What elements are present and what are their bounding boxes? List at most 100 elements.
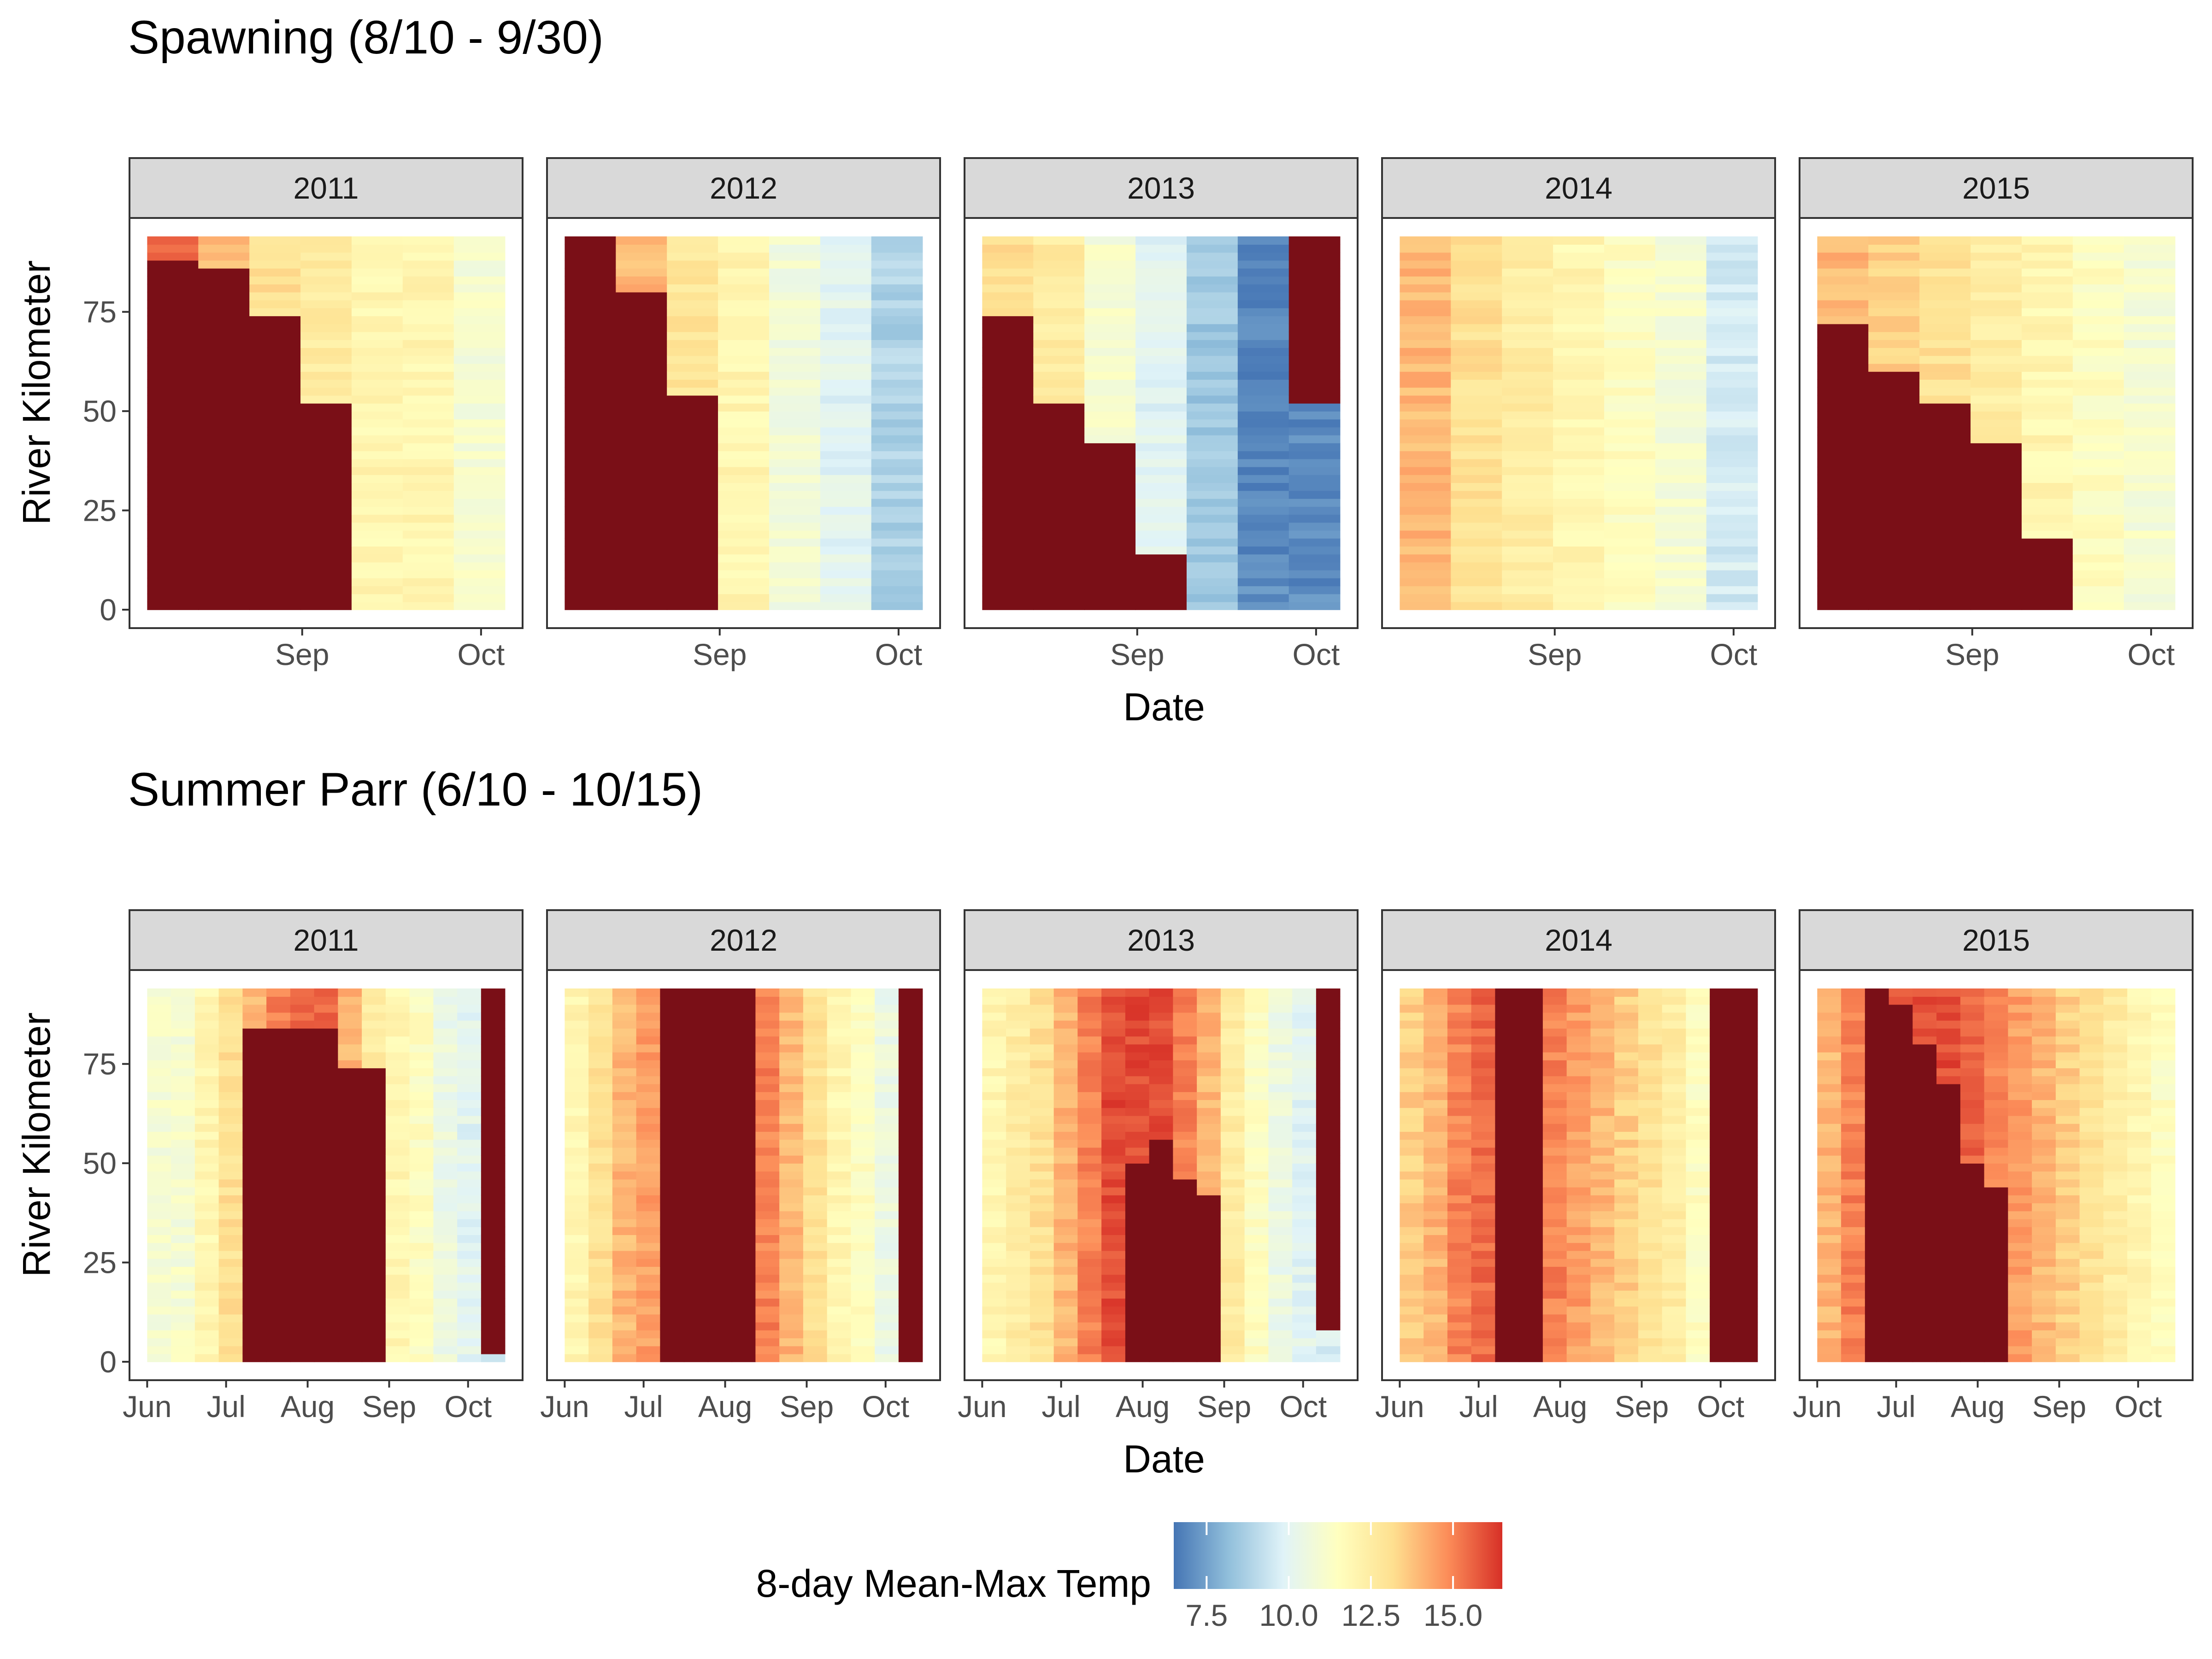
heatmap-cell — [707, 1353, 732, 1362]
heatmap-cell — [875, 1258, 899, 1267]
heatmap-cell — [290, 988, 315, 997]
heatmap-cell — [898, 1068, 923, 1077]
heatmap-cell — [1566, 1187, 1591, 1195]
heatmap-cell — [1077, 1115, 1102, 1124]
heatmap-cell — [755, 1306, 780, 1315]
heatmap-cell — [755, 1274, 780, 1283]
heatmap-cell — [1868, 435, 1920, 443]
heatmap-cell — [588, 1338, 613, 1347]
heatmap-cell — [707, 1028, 732, 1037]
heatmap-cell — [565, 1131, 589, 1140]
heatmap-cell — [1030, 1052, 1054, 1060]
heatmap-cell — [616, 443, 667, 452]
heatmap-cell — [1936, 1250, 1961, 1259]
heatmap-cell — [1135, 435, 1187, 443]
heatmap-cell — [1919, 459, 1971, 467]
heatmap-cell — [660, 1131, 684, 1140]
heatmap-cell — [1971, 276, 2022, 285]
heatmap-cell — [707, 1044, 732, 1053]
heatmap-cell — [616, 514, 667, 523]
heatmap-cell — [1237, 546, 1289, 555]
heatmap-cell — [1084, 562, 1136, 571]
heatmap-cell — [266, 1195, 291, 1204]
heatmap-cell — [820, 340, 872, 348]
heatmap-cell — [314, 1227, 339, 1235]
heatmap-cell — [242, 1306, 267, 1315]
heatmap-cell — [636, 1115, 661, 1124]
heatmap-cell — [898, 1290, 923, 1299]
heatmap-cell — [982, 1290, 1006, 1299]
heatmap-cell — [1638, 1100, 1663, 1108]
heatmap-cell — [803, 1282, 828, 1291]
heatmap-cell — [851, 1028, 875, 1037]
heatmap-cell — [616, 331, 667, 340]
heatmap-cell — [1471, 1290, 1496, 1299]
heatmap-cell — [1936, 1187, 1961, 1195]
heatmap-cell — [1197, 1083, 1221, 1092]
heatmap-cell — [565, 1211, 589, 1219]
heatmap-cell — [616, 554, 667, 563]
heatmap-cell — [898, 1012, 923, 1021]
heatmap-cell — [1149, 1004, 1174, 1013]
heatmap-cell — [290, 1298, 315, 1307]
heatmap-cell — [1424, 996, 1448, 1005]
heatmap-cell — [565, 1100, 589, 1108]
heatmap-cell — [718, 451, 770, 459]
heatmap-cell — [1149, 1076, 1174, 1084]
heatmap-cell — [1655, 514, 1707, 523]
heatmap-cell — [1173, 1036, 1197, 1045]
heatmap-cell — [1868, 316, 1920, 324]
heatmap-cell — [1655, 363, 1707, 372]
heatmap-cell — [433, 1052, 458, 1060]
heatmap-cell — [249, 292, 301, 300]
heatmap-cell — [1817, 443, 1869, 452]
heatmap-cell — [1033, 506, 1085, 515]
heatmap-cell — [1662, 1353, 1687, 1362]
heatmap-cell — [667, 244, 718, 253]
heatmap-cell — [402, 594, 454, 602]
heatmap-cell — [290, 1314, 315, 1323]
heatmap-cell — [1960, 1338, 1985, 1347]
heatmap-cell — [1237, 498, 1289, 507]
heatmap-cell — [616, 316, 667, 324]
heatmap-cell — [1888, 1147, 1913, 1156]
heatmap-cell — [1686, 1083, 1710, 1092]
heatmap-cell — [1655, 498, 1707, 507]
heatmap-cell — [1912, 1353, 1937, 1362]
heatmap-cell — [898, 1306, 923, 1315]
heatmap-cell — [1542, 1353, 1567, 1362]
heatmap-cell — [385, 1306, 410, 1315]
heatmap-cell — [457, 1115, 482, 1124]
heatmap-cell — [1912, 1195, 1937, 1204]
heatmap-cell — [588, 1012, 613, 1021]
heatmap-cell — [1186, 538, 1238, 547]
heatmap-cell — [982, 419, 1034, 428]
heatmap-cell — [147, 1155, 171, 1164]
heatmap-cell — [1706, 260, 1758, 269]
heatmap-cell — [667, 331, 718, 340]
heatmap-cell — [2021, 578, 2073, 587]
heatmap-cell — [1706, 601, 1758, 610]
heatmap-cell — [300, 252, 352, 261]
heatmap-cell — [612, 1052, 637, 1060]
heatmap-cell — [565, 419, 617, 428]
heatmap-cell — [731, 1330, 756, 1339]
heatmap-cell — [871, 403, 923, 412]
heatmap-cell — [1710, 1250, 1734, 1259]
heatmap-cell — [1400, 578, 1452, 587]
heatmap-cell — [1101, 1235, 1126, 1243]
heatmap-cell — [1077, 1060, 1102, 1069]
heatmap-cell — [1495, 1155, 1519, 1164]
heatmap-cell — [1268, 1107, 1293, 1116]
heatmap-cell — [1197, 1258, 1221, 1267]
heatmap-cell — [1638, 1052, 1663, 1060]
heatmap-cell — [565, 475, 617, 483]
heatmap-cell — [1817, 466, 1869, 475]
heatmap-cell — [707, 1290, 732, 1299]
heatmap-cell — [1495, 1338, 1519, 1347]
heatmap-cell — [1149, 1346, 1174, 1354]
heatmap-cell — [1519, 1187, 1543, 1195]
heatmap-cell — [1424, 1346, 1448, 1354]
heatmap-cell — [1553, 355, 1605, 364]
heatmap-cell — [362, 1163, 386, 1172]
